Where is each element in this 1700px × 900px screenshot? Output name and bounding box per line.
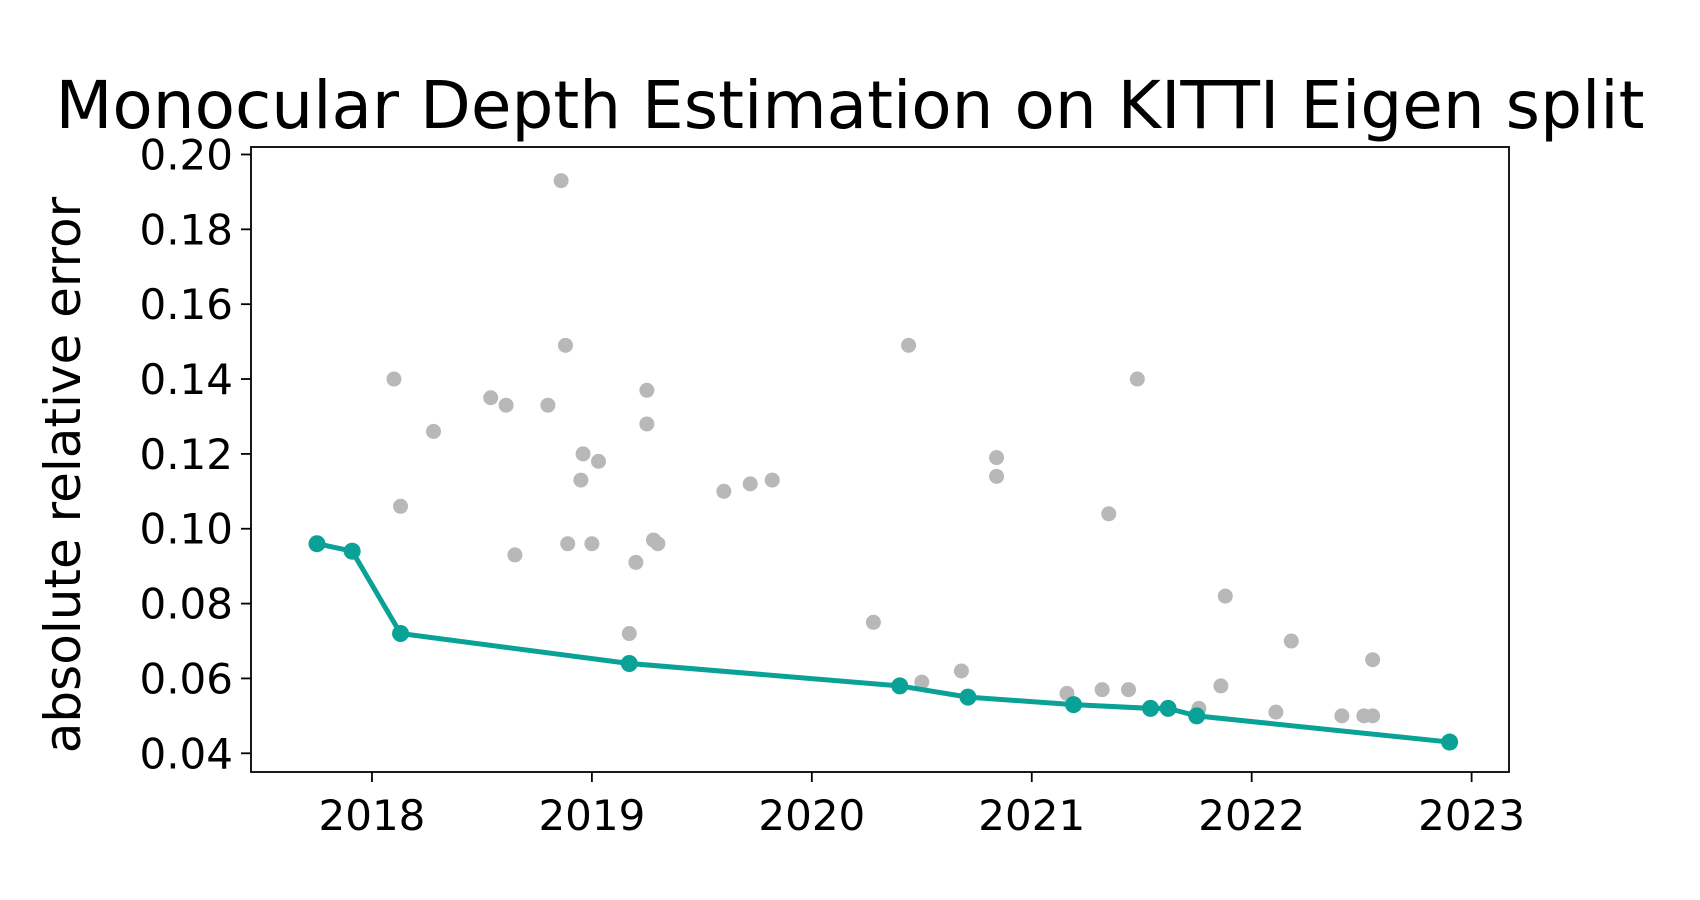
scatter-point — [639, 382, 655, 398]
sota-point — [392, 625, 410, 643]
scatter-point — [584, 536, 600, 552]
scatter-point — [639, 416, 655, 432]
scatter-point — [393, 498, 409, 514]
scatter-point — [1217, 588, 1233, 604]
sota-point — [1142, 699, 1160, 717]
scatter-point — [560, 536, 576, 552]
x-tick-label: 2023 — [1418, 791, 1525, 840]
sota-point — [891, 677, 909, 695]
x-tick-label: 2021 — [978, 791, 1085, 840]
y-tick-label: 0.14 — [139, 355, 233, 404]
scatter-point — [1334, 708, 1350, 724]
sota-point — [1441, 733, 1459, 751]
scatter-point — [1283, 633, 1299, 649]
scatter-point — [590, 453, 606, 469]
scatter-point — [1101, 506, 1117, 522]
scatter-point — [426, 423, 442, 439]
scatter-point — [575, 446, 591, 462]
x-axis: 2018 2019 2020 2021 2022 2023 — [319, 772, 1525, 840]
y-tick-label: 0.10 — [139, 505, 233, 554]
scatter-point — [764, 472, 780, 488]
scatter-point — [989, 468, 1005, 484]
scatter-point — [553, 173, 569, 189]
scatter-point — [558, 337, 573, 353]
scatter-point — [1094, 682, 1110, 698]
sota-point — [1188, 707, 1206, 725]
scatter-point — [953, 663, 969, 679]
scatter-point — [540, 397, 556, 413]
plot-frame — [250, 146, 1510, 773]
scatter-point — [989, 450, 1005, 466]
y-tick-label: 0.20 — [139, 130, 233, 179]
y-tick-label: 0.08 — [139, 580, 233, 629]
y-tick-label: 0.16 — [139, 280, 233, 329]
scatter-point — [650, 536, 666, 552]
y-axis-label: absolute relative error — [34, 196, 92, 753]
x-tick-label: 2019 — [538, 791, 645, 840]
sota-point — [1159, 699, 1177, 717]
y-tick-label: 0.06 — [139, 654, 233, 703]
scatter-point — [386, 371, 402, 387]
chart-title: Monocular Depth Estimation on KITTI Eige… — [55, 67, 1644, 144]
scatter-point — [1129, 371, 1145, 387]
scatter-point — [1365, 652, 1381, 668]
scatter-point — [1121, 682, 1137, 698]
scatter-point — [1268, 704, 1284, 720]
x-tick-label: 2020 — [758, 791, 865, 840]
y-axis: 0.04 0.06 0.08 0.10 0.12 0.14 0.16 0.18 0.20 — [139, 130, 251, 778]
plot-area — [308, 173, 1459, 751]
scatter-point — [628, 554, 644, 570]
x-tick-label: 2022 — [1198, 791, 1305, 840]
scatter-point — [1365, 708, 1381, 724]
scatter-point — [507, 547, 523, 563]
scatter-point — [742, 476, 758, 492]
sota-point — [1065, 696, 1083, 714]
scatter-point — [865, 614, 881, 630]
scatter-point — [573, 472, 589, 488]
scatter-point — [901, 337, 917, 353]
x-tick-label: 2018 — [319, 791, 426, 840]
scatter-point — [914, 674, 930, 690]
scatter-point — [498, 397, 514, 413]
y-tick-label: 0.12 — [139, 430, 233, 479]
scatter-point — [483, 390, 499, 406]
sota-point — [343, 542, 361, 560]
sota-point — [959, 688, 977, 706]
sota-point — [620, 654, 638, 672]
y-tick-label: 0.04 — [139, 729, 233, 778]
scatter-point — [716, 483, 732, 499]
scatter-point — [621, 626, 637, 642]
sota-point — [308, 535, 326, 553]
y-tick-label: 0.18 — [139, 205, 233, 254]
scatter-point — [1213, 678, 1229, 694]
